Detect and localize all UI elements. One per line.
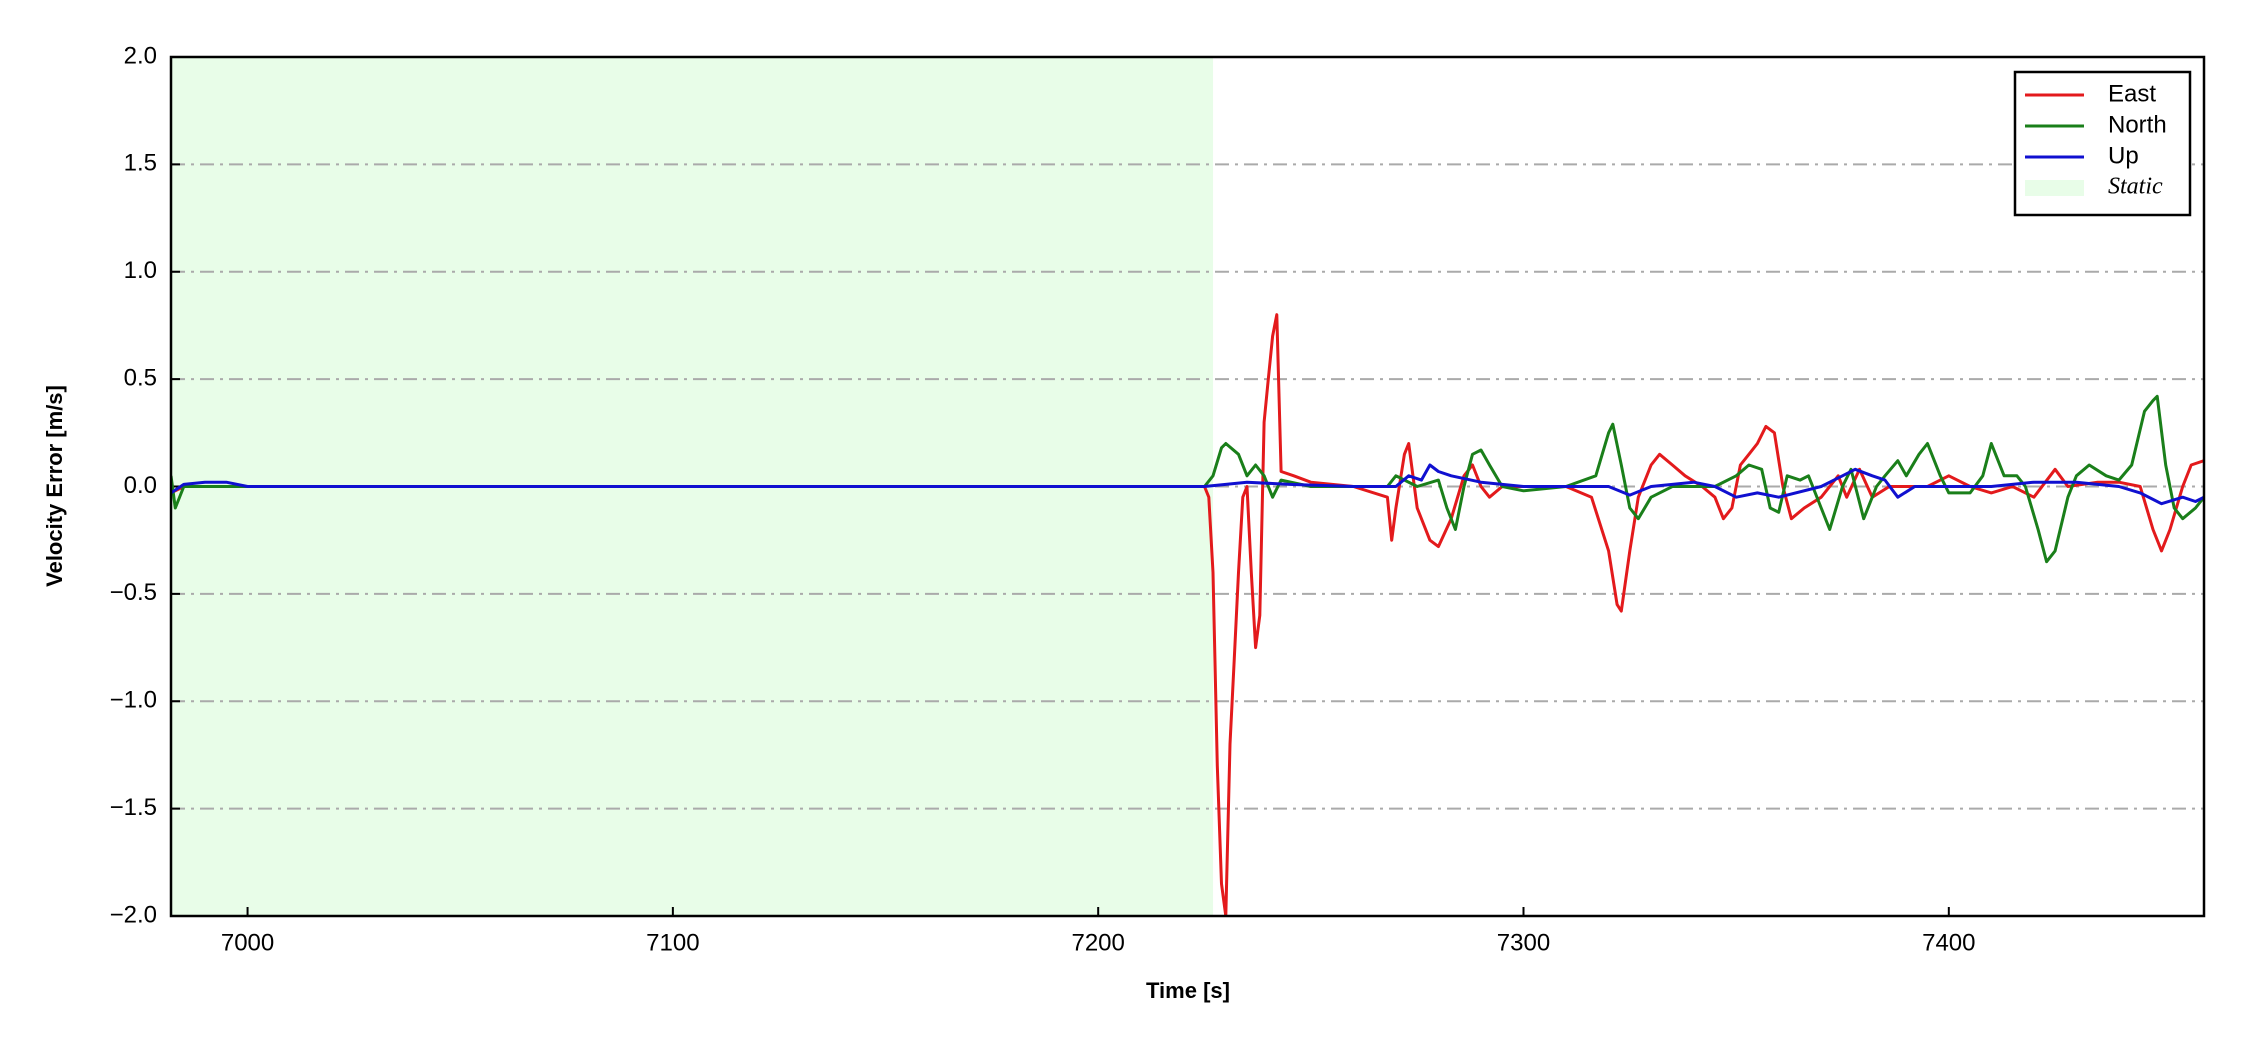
- y-tick-label: 1.5: [124, 150, 157, 177]
- series-line: [171, 313, 2204, 916]
- x-tick-label: 7000: [221, 929, 274, 956]
- y-tick-label: −1.5: [110, 794, 157, 821]
- y-tick-label: 0.0: [124, 472, 157, 499]
- y-tick-label: −0.5: [110, 579, 157, 606]
- x-axis-label: Time [s]: [1146, 978, 1230, 1003]
- legend-label: East: [2108, 80, 2156, 107]
- y-tick-label: −1.0: [110, 687, 157, 714]
- y-tick-label: −2.0: [110, 901, 157, 928]
- y-tick-label: 2.0: [124, 42, 157, 69]
- plot-frame: [169, 55, 2206, 918]
- series-line: [171, 394, 2204, 564]
- legend-label: Up: [2108, 142, 2139, 169]
- x-tick-label: 7300: [1497, 929, 1550, 956]
- x-tick-label: 7200: [1071, 929, 1124, 956]
- y-axis-label: Velocity Error [m/s]: [42, 385, 67, 587]
- x-tick-label: 7100: [646, 929, 699, 956]
- legend-label: Static: [2108, 174, 2163, 200]
- legend-label: North: [2108, 111, 2167, 138]
- series-line: [171, 463, 2204, 506]
- plot-lines: [171, 313, 2204, 916]
- x-tick-label: 7400: [1922, 929, 1975, 956]
- legend-swatch: [2025, 180, 2084, 196]
- y-tick-label: 0.5: [124, 364, 157, 391]
- y-tick-label: 1.0: [124, 257, 157, 284]
